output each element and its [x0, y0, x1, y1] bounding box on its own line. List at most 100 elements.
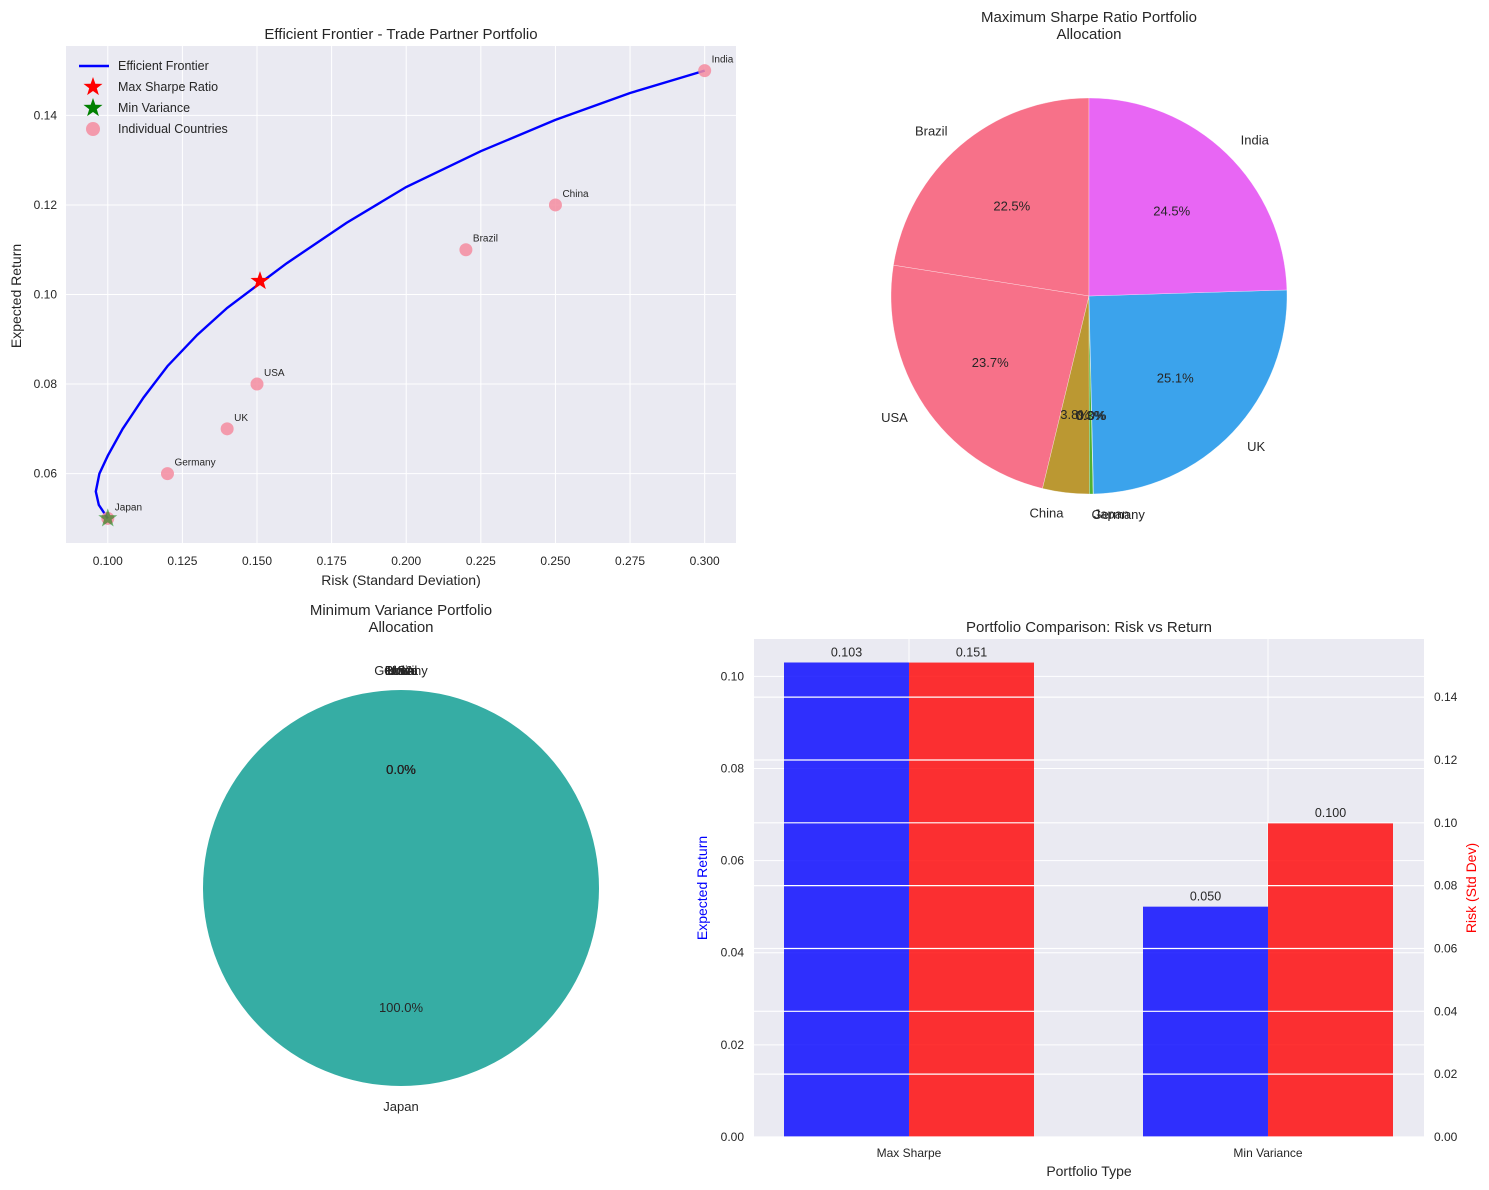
pie-percent-label: 0.0%: [1077, 408, 1107, 423]
country-label: Japan: [115, 502, 142, 513]
right-tick-label: 0.02: [1434, 1067, 1458, 1081]
country-point-china: [548, 198, 562, 212]
pie-label: Japan: [1094, 507, 1129, 522]
x-tick-label: Min Variance: [1233, 1146, 1302, 1160]
pie-percent-label: 0.3%: [1076, 408, 1106, 423]
pie-percent-label: 24.5%: [1153, 204, 1190, 219]
right-tick-label: 0.14: [1434, 690, 1458, 704]
left-y-tick-labels: 0.00 0.02 0.04 0.06 0.08 0.10: [721, 669, 745, 1144]
pie-label: India: [1241, 133, 1270, 148]
pie-label: UK: [1247, 439, 1265, 454]
bar-risk: [909, 662, 1034, 1137]
x-tick-label: 0.225: [466, 554, 496, 568]
right-tick-label: 0.12: [1434, 753, 1458, 767]
pie-label: India: [387, 663, 416, 678]
pie-percent-label: 0.0%: [386, 762, 416, 777]
country-point-india: [698, 64, 712, 78]
pie-percent-label: 25.1%: [1157, 371, 1194, 386]
pie-percent-label: 0.0%: [386, 762, 416, 777]
left-tick-label: 0.04: [721, 946, 745, 960]
country-point-uk: [220, 422, 234, 436]
x-tick-label: 0.250: [540, 554, 570, 568]
bar-value-label: 0.103: [831, 645, 862, 659]
bar-expected-return: [784, 662, 909, 1137]
legend-countries-swatch: [86, 122, 100, 136]
country-label: India: [712, 55, 734, 66]
pie-label: UK: [392, 663, 410, 678]
x-tick-label: 0.125: [167, 554, 197, 568]
min-variance-pie-chart: Minimum Variance Portfolio Allocation Bra…: [203, 602, 599, 1114]
pie-label: China: [384, 663, 419, 678]
x-tick-label: 0.275: [615, 554, 645, 568]
x-tick-label: Max Sharpe: [877, 1146, 942, 1160]
pie-slice-japan: [203, 690, 599, 1086]
country-point-usa: [250, 377, 264, 391]
x-tick-label: 0.200: [391, 554, 421, 568]
x-tick-label: 0.100: [93, 554, 123, 568]
bar-value-label: 0.100: [1315, 806, 1346, 820]
bar-value-label: 0.050: [1190, 890, 1221, 904]
pie-percent-label: 0.0%: [386, 762, 416, 777]
chart-title: Minimum Variance Portfolio Allocation: [310, 602, 492, 636]
pie-slice-brazil: [893, 97, 1090, 297]
right-tick-label: 0.00: [1434, 1130, 1458, 1144]
gridlines: [66, 46, 736, 543]
pie-label: USA: [881, 410, 908, 425]
bar-value-labels: 0.103 0.151 0.050 0.100: [831, 645, 1346, 903]
min-variance-star: [98, 508, 118, 527]
pie-label: Germany: [374, 663, 428, 678]
pie-percent-label: 0.0%: [386, 762, 416, 777]
legend-max-sharpe-star: [83, 77, 103, 96]
efficient-frontier-chart: 0.100 0.125 0.150 0.175 0.200 0.225 0.250 0.275…: [8, 26, 736, 588]
pie-percent-label: 100.0%: [379, 1000, 424, 1015]
x-axis-label: Risk (Standard Deviation): [321, 572, 481, 588]
pie-label: USA: [388, 663, 415, 678]
left-tick-label: 0.00: [721, 1130, 745, 1144]
y-axis-label: Expected Return: [8, 244, 24, 348]
pie-slices: [890, 97, 1288, 495]
pie-slice-uk: [1088, 289, 1288, 495]
legend-label-min-variance: Min Variance: [118, 101, 190, 115]
country-point-germany: [160, 467, 174, 481]
pie-label: Brazil: [385, 663, 418, 678]
right-tick-label: 0.06: [1434, 941, 1458, 955]
pie-label: China: [1029, 505, 1064, 520]
pie-percent-label: 22.5%: [993, 199, 1030, 214]
left-tick-label: 0.08: [721, 761, 745, 775]
y-tick-label: 0.10: [34, 288, 58, 302]
x-axis-label: Portfolio Type: [1046, 1163, 1132, 1179]
pie-percent-label: 3.8%: [1060, 407, 1090, 422]
right-tick-label: 0.04: [1434, 1004, 1458, 1018]
left-tick-label: 0.10: [721, 669, 745, 683]
x-tick-label: 0.300: [690, 554, 720, 568]
y-tick-label: 0.06: [34, 467, 58, 481]
bar-value-label: 0.151: [956, 646, 987, 660]
y-tick-label: 0.14: [34, 108, 58, 122]
right-tick-label: 0.08: [1434, 879, 1458, 893]
legend-min-variance-star: [83, 98, 103, 117]
pie-percent-label: 0.0%: [386, 762, 416, 777]
y-tick-labels: 0.06 0.08 0.10 0.12 0.14: [34, 108, 58, 480]
bar-risk: [1268, 822, 1393, 1137]
max-sharpe-pie-chart: Maximum Sharpe Ratio Portfolio Allocation…: [881, 9, 1288, 522]
x-tick-label: 0.150: [242, 554, 272, 568]
left-tick-label: 0.06: [721, 854, 745, 868]
pie-slice-usa: [890, 265, 1090, 489]
chart-title: Efficient Frontier - Trade Partner Portf…: [264, 26, 537, 43]
country-point-brazil: [459, 243, 473, 257]
pie-percent-label: 23.7%: [972, 355, 1009, 370]
pie-slice-india: [1088, 97, 1288, 297]
chart-title: Maximum Sharpe Ratio Portfolio Allocation: [981, 9, 1197, 43]
chart-title: Portfolio Comparison: Risk vs Return: [966, 619, 1212, 636]
y-tick-label: 0.08: [34, 377, 58, 391]
pie-label: Japan: [383, 1099, 418, 1114]
country-label: UK: [234, 413, 248, 424]
right-y-tick-labels: 0.00 0.02 0.04 0.06 0.08 0.10 0.12 0.14: [1434, 690, 1458, 1144]
right-tick-label: 0.10: [1434, 816, 1458, 830]
pie-slices: [203, 690, 599, 1086]
pie-labels: Brazil0.0%USA0.0%China0.0%Germany0.0%Ind…: [374, 663, 428, 1114]
pie-label: Brazil: [915, 123, 948, 138]
bar-expected-return: [1143, 906, 1268, 1137]
country-label: Germany: [174, 458, 215, 469]
